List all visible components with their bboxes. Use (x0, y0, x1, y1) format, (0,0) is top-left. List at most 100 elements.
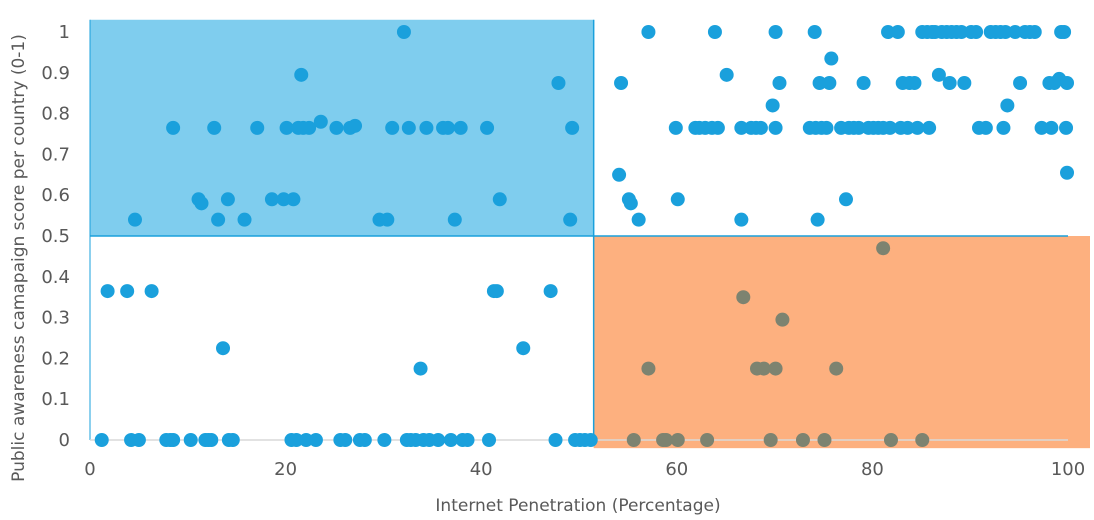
y-tick-label: 0.5 (41, 226, 70, 247)
data-point (626, 433, 641, 447)
data-point (922, 120, 937, 135)
data-point (1057, 25, 1072, 39)
data-point (313, 114, 328, 129)
data-point (829, 361, 844, 376)
data-point (166, 120, 181, 135)
data-point (768, 361, 783, 376)
data-point (166, 433, 181, 447)
x-tick-label: 20 (274, 459, 297, 480)
data-point (641, 25, 656, 39)
data-point (127, 212, 142, 227)
data-point (707, 25, 722, 39)
data-point (1027, 25, 1042, 39)
data-point (998, 25, 1013, 39)
data-points (94, 25, 1075, 447)
data-point (1013, 76, 1028, 90)
data-point (734, 120, 749, 135)
data-point (204, 433, 219, 447)
data-point (264, 192, 279, 207)
data-point (942, 76, 957, 90)
data-point (299, 433, 314, 447)
data-point (1060, 76, 1075, 90)
data-point (237, 212, 252, 227)
data-point (516, 341, 531, 356)
data-point (810, 212, 825, 227)
data-point (1059, 120, 1074, 135)
data-point (482, 433, 497, 447)
data-point (883, 120, 898, 135)
data-point (1044, 120, 1059, 135)
x-tick-label: 0 (84, 459, 95, 480)
x-axis-title: Internet Penetration (Percentage) (435, 496, 720, 516)
data-point (881, 25, 896, 39)
data-point (631, 212, 646, 227)
data-point (401, 120, 416, 135)
data-point (807, 25, 822, 39)
data-point (302, 120, 317, 135)
data-point (753, 120, 768, 135)
data-point (768, 120, 783, 135)
data-point (329, 120, 344, 135)
x-tick-label: 100 (1051, 459, 1085, 480)
data-point (883, 433, 898, 447)
data-point (822, 76, 837, 90)
y-tick-label: 0.6 (41, 185, 70, 206)
x-tick-label: 80 (861, 459, 884, 480)
data-point (641, 361, 656, 376)
data-point (194, 196, 209, 211)
data-point (207, 120, 222, 135)
y-axis-title: Public awareness camapaign score per cou… (9, 34, 29, 482)
data-point (348, 118, 363, 133)
data-point (413, 361, 428, 376)
data-point (1000, 98, 1015, 113)
y-tick-label: 1 (59, 22, 70, 43)
data-point (900, 120, 915, 135)
data-point (954, 25, 969, 39)
data-point (492, 192, 507, 207)
data-point (120, 284, 135, 299)
data-point (856, 76, 871, 90)
data-point (357, 433, 372, 447)
data-point (440, 120, 455, 135)
x-tick-label: 60 (665, 459, 688, 480)
data-point (543, 284, 558, 299)
data-point (851, 120, 866, 135)
data-point (700, 433, 715, 447)
data-point (1008, 25, 1023, 39)
data-point (614, 76, 629, 90)
data-point (768, 25, 783, 39)
data-point (996, 120, 1011, 135)
data-point (978, 120, 993, 135)
data-point (775, 312, 790, 327)
region-bottom-right (593, 236, 1090, 449)
data-point (772, 76, 787, 90)
y-tick-label: 0.7 (41, 144, 70, 165)
data-point (131, 433, 146, 447)
highlight-regions (90, 19, 1090, 449)
data-point (183, 433, 198, 447)
data-point (419, 120, 434, 135)
data-point (548, 433, 563, 447)
y-tick-label: 0.2 (41, 348, 70, 369)
y-tick-label: 0 (59, 430, 70, 451)
data-point (377, 433, 392, 447)
data-point (279, 120, 294, 135)
data-point (907, 76, 922, 90)
data-point (719, 67, 734, 82)
data-point (286, 192, 301, 207)
data-point (144, 284, 159, 299)
x-axis-ticks: 0 20 40 60 80 100 (84, 459, 1085, 480)
quadrant-lines (89, 19, 1068, 440)
y-tick-label: 0.4 (41, 267, 70, 288)
data-point (910, 120, 925, 135)
y-tick-label: 0.9 (41, 63, 70, 84)
data-point (765, 98, 780, 113)
data-point (100, 284, 115, 299)
y-tick-label: 0.3 (41, 308, 70, 329)
y-tick-label: 0.1 (41, 389, 70, 410)
data-point (668, 120, 683, 135)
data-point (915, 433, 930, 447)
data-point (1060, 165, 1075, 180)
data-point (216, 341, 231, 356)
data-point (308, 433, 323, 447)
